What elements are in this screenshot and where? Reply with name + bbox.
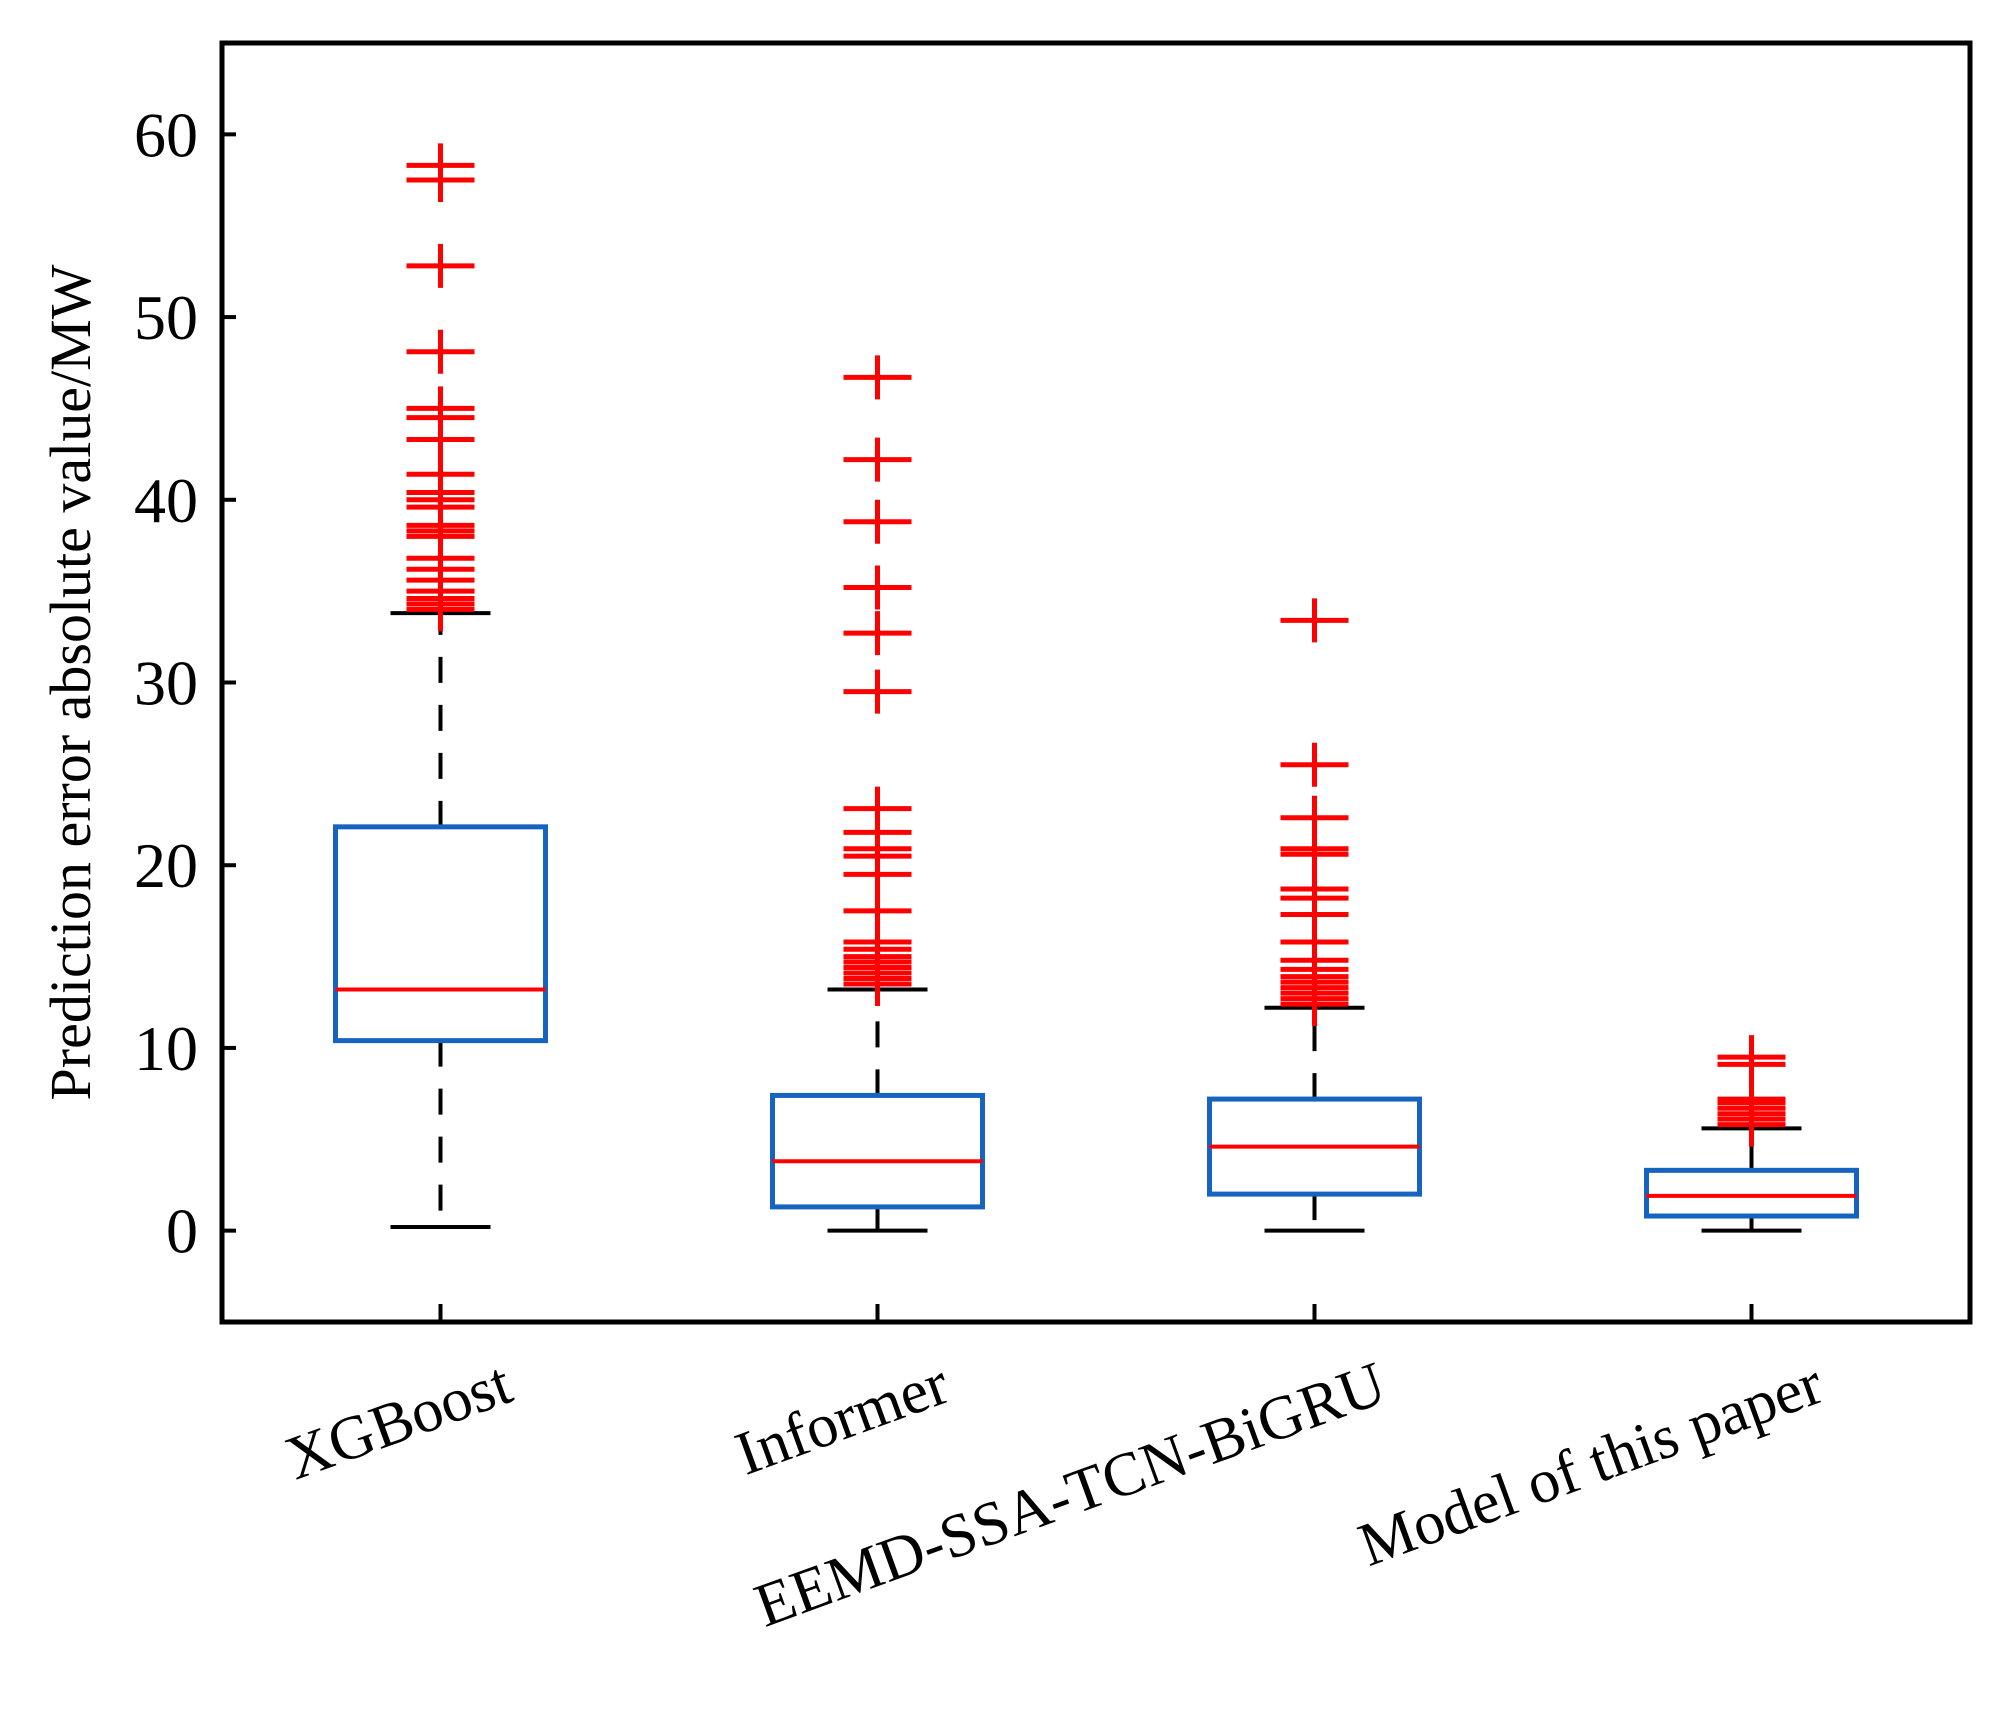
y-tick-label: 50 [134, 282, 198, 353]
y-tick-label: 30 [134, 648, 198, 719]
box-informer [770, 1092, 985, 1210]
y-tick-label: 60 [134, 99, 198, 170]
y-tick-label: 0 [166, 1196, 198, 1267]
y-tick-label: 10 [134, 1013, 198, 1084]
y-axis-title: Prediction error absolute value/MW [38, 264, 103, 1100]
plot-frame [219, 40, 1973, 1325]
y-tick-label: 40 [134, 465, 198, 536]
box-xgboost [333, 824, 548, 1044]
box-model-of-this-paper [1644, 1167, 1859, 1219]
y-tick-label: 20 [134, 830, 198, 901]
